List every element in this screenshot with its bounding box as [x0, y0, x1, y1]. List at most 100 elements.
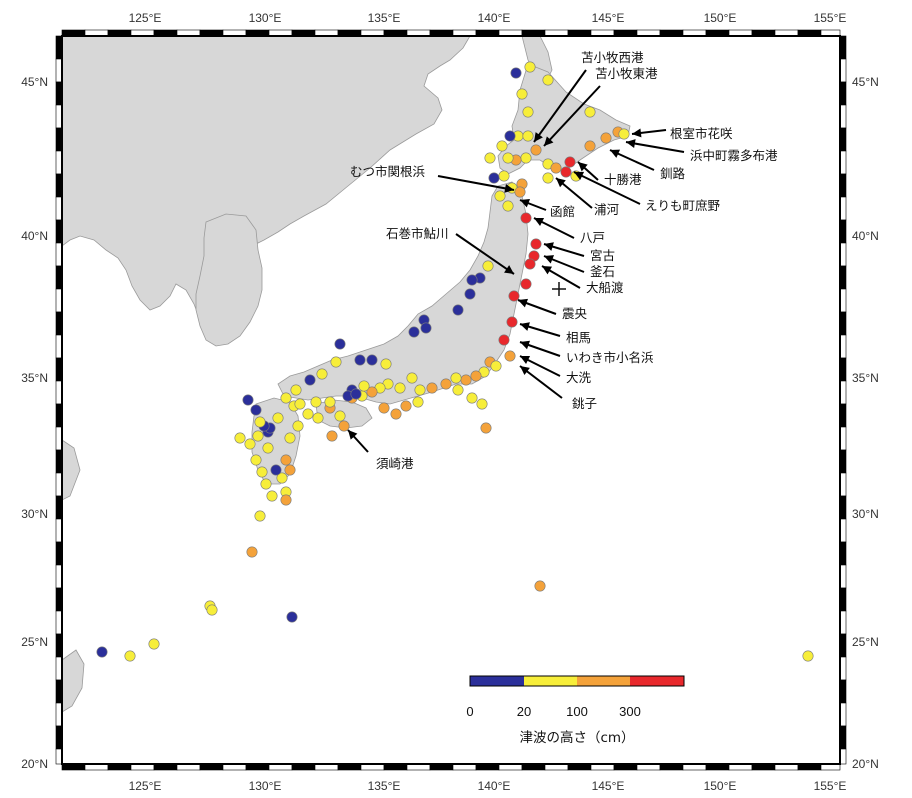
lat-labels-left: 45°N 40°N 35°N 30°N 25°N 20°N [21, 75, 48, 771]
annotation-arrow-head [504, 265, 514, 274]
lat-labels-right: 45°N 40°N 35°N 30°N 25°N 20°N [852, 75, 879, 771]
station-marker-yellow [618, 128, 630, 140]
station-marker-orange [504, 350, 516, 362]
station-marker-yellow [466, 392, 478, 404]
annotation-arrow-line [573, 171, 641, 205]
station-marker-red [524, 258, 536, 270]
legend-swatch-red [630, 676, 684, 686]
station-marker-yellow [394, 382, 406, 394]
station-marker-blue [242, 394, 254, 406]
station-marker-orange [426, 382, 438, 394]
station-marker-yellow [334, 410, 346, 422]
station-marker-yellow [516, 88, 528, 100]
station-marker-yellow [524, 61, 536, 73]
station-marker-yellow [358, 380, 370, 392]
station-marker-blue [420, 322, 432, 334]
station-marker-yellow [476, 398, 488, 410]
station-marker-red [520, 212, 532, 224]
station-marker-yellow [276, 472, 288, 484]
station-marker-yellow [414, 384, 426, 396]
station-marker-blue [304, 374, 316, 386]
station-marker-yellow [490, 360, 502, 372]
lat-label-30-left: 30°N [21, 507, 48, 521]
epicenter-marker [552, 282, 566, 296]
station-marker-yellow [302, 408, 314, 420]
label-hakodate: 函館 [550, 204, 575, 219]
label-urakawa: 浦河 [594, 202, 620, 217]
station-labels: 苫小牧西港 苫小牧東港 根室市花咲 浜中町霧多布港 釧路 十勝港 えりも町庶野 … [350, 50, 778, 471]
station-marker-yellow [310, 396, 322, 408]
annotation-arrow-head [544, 255, 555, 264]
station-marker-blue [466, 274, 478, 286]
station-marker-yellow [250, 454, 262, 466]
station-marker-yellow [260, 478, 272, 490]
frame-ticks [55, 29, 847, 771]
station-marker-yellow [312, 412, 324, 424]
annotation-arrow-line [625, 141, 685, 153]
station-marker-orange [280, 494, 292, 506]
annotation-arrow-head [534, 132, 543, 142]
station-marker-yellow [484, 152, 496, 164]
lon-label-130-top: 130°E [249, 11, 282, 25]
annotation-arrow-line [455, 233, 515, 275]
lat-label-35-left: 35°N [21, 371, 48, 385]
annotation-arrow-head [626, 139, 636, 148]
landmass-layer [61, 35, 631, 713]
station-marker-blue [250, 404, 262, 416]
station-marker-yellow [412, 396, 424, 408]
station-marker-orange [390, 408, 402, 420]
lon-label-150-bottom: 150°E [704, 779, 737, 793]
station-marker-blue [270, 464, 282, 476]
station-marker-yellow [262, 442, 274, 454]
label-tokachi: 十勝港 [604, 172, 642, 187]
station-marker-orange [470, 370, 482, 382]
honshu [277, 181, 529, 405]
label-kushiro: 釧路 [660, 166, 686, 181]
station-marker-orange [480, 422, 492, 434]
annotation-arrow-head [632, 128, 642, 138]
station-marker-blue [334, 338, 346, 350]
station-marker-orange [514, 186, 526, 198]
station-marker-orange [530, 144, 542, 156]
lon-labels-bottom: 125°E 130°E 135°E 140°E 145°E 150°E 155°… [129, 779, 847, 793]
station-marker-blue [366, 354, 378, 366]
annotation-arrow-head [348, 430, 358, 440]
annotation-arrow-head [544, 242, 554, 251]
label-ofunato: 大船渡 [586, 280, 624, 295]
station-marker-red [498, 334, 510, 346]
legend-title: 津波の高さ（cm） [519, 729, 634, 746]
label-kamaishi: 釜石 [590, 264, 615, 279]
annotation-arrow-head [520, 199, 531, 208]
station-marker-yellow [316, 368, 328, 380]
label-hachinohe: 八戸 [580, 230, 605, 245]
lon-label-140-top: 140°E [478, 11, 511, 25]
station-marker-yellow [542, 74, 554, 86]
station-marker-orange [460, 374, 472, 386]
label-tomakomai-west: 苫小牧西港 [581, 50, 644, 65]
map-frame [61, 35, 841, 765]
station-marker-orange [338, 420, 350, 432]
legend-swatch-blue [470, 676, 524, 686]
annotation-arrow-head [520, 356, 531, 365]
station-marker-red [530, 238, 542, 250]
annotation-arrow-line [543, 85, 601, 147]
annotation-arrow-head [520, 340, 530, 350]
lon-label-135-bottom: 135°E [368, 779, 401, 793]
station-marker-yellow [380, 358, 392, 370]
station-marker-orange [366, 386, 378, 398]
station-marker-orange [534, 580, 546, 592]
station-marker-red [506, 316, 518, 328]
station-marker-yellow [280, 392, 292, 404]
color-legend: 0 20 100 300 津波の高さ（cm） [466, 675, 685, 746]
label-iwaki-onahama: いわき市小名浜 [566, 350, 654, 365]
lat-label-20-right: 20°N [852, 757, 879, 771]
station-marker-yellow [482, 260, 494, 272]
station-marker-yellow [254, 416, 266, 428]
station-marker-yellow [206, 604, 218, 616]
label-ishinomaki-ayukawa: 石巻市鮎川 [386, 226, 449, 241]
station-marker-yellow [256, 466, 268, 478]
station-marker-orange [378, 402, 390, 414]
station-marker-yellow [522, 130, 534, 142]
station-marker-yellow [266, 490, 278, 502]
station-marker-yellow [284, 432, 296, 444]
